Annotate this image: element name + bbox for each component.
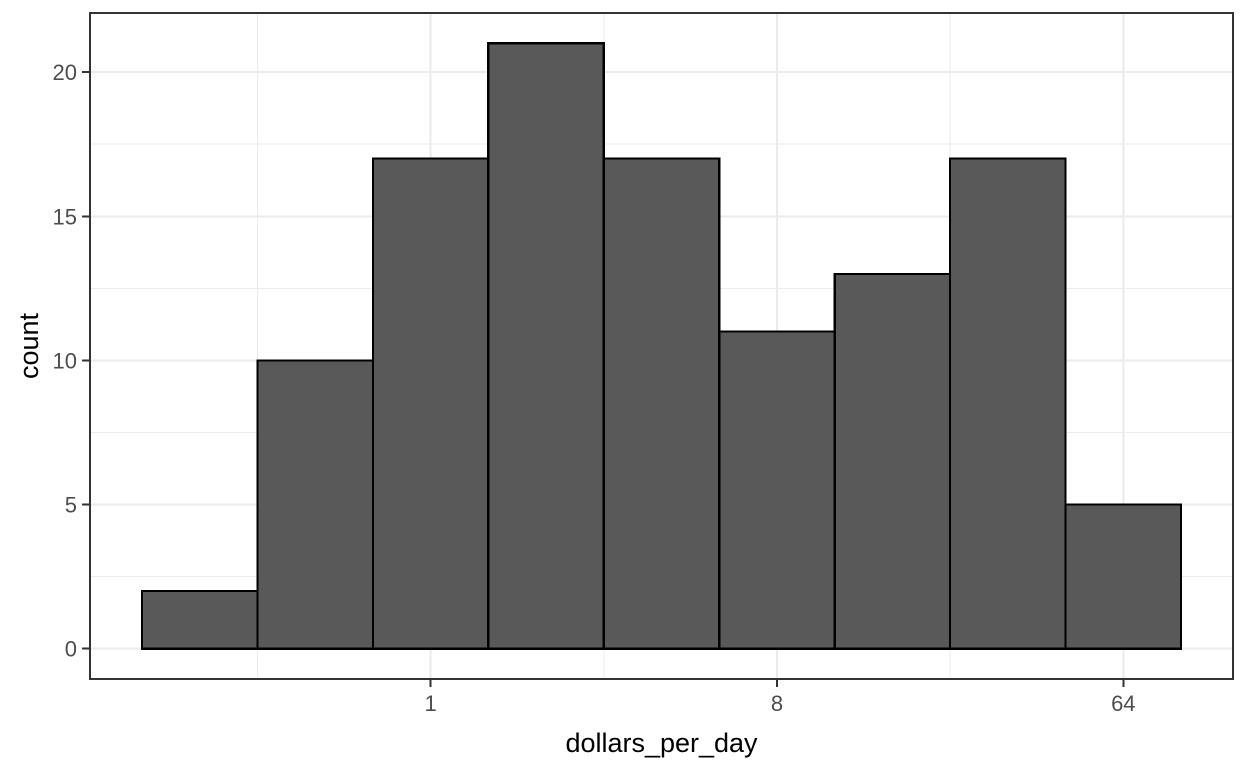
histogram-bar [833, 272, 952, 650]
y-tick-label: 0 [65, 637, 77, 662]
x-tick-label: 1 [424, 691, 436, 716]
histogram-bar [1064, 503, 1183, 650]
histogram-bar [256, 359, 374, 650]
histogram-bar [602, 157, 721, 650]
y-tick-label: 5 [65, 493, 77, 518]
x-tick-label: 8 [771, 691, 783, 716]
y-axis-title: count [14, 312, 44, 379]
histogram-bar [949, 157, 1067, 650]
y-tick-label: 15 [53, 204, 77, 229]
panel-border [89, 12, 1234, 680]
x-axis-title: dollars_per_day [565, 728, 758, 758]
histogram-bar [371, 157, 490, 650]
histogram-bar [140, 589, 259, 650]
y-tick-label: 10 [53, 348, 77, 373]
y-tick-label: 20 [53, 60, 77, 85]
x-tick-label: 64 [1111, 691, 1135, 716]
histogram-bar [718, 330, 836, 650]
histogram-bar [487, 42, 605, 650]
